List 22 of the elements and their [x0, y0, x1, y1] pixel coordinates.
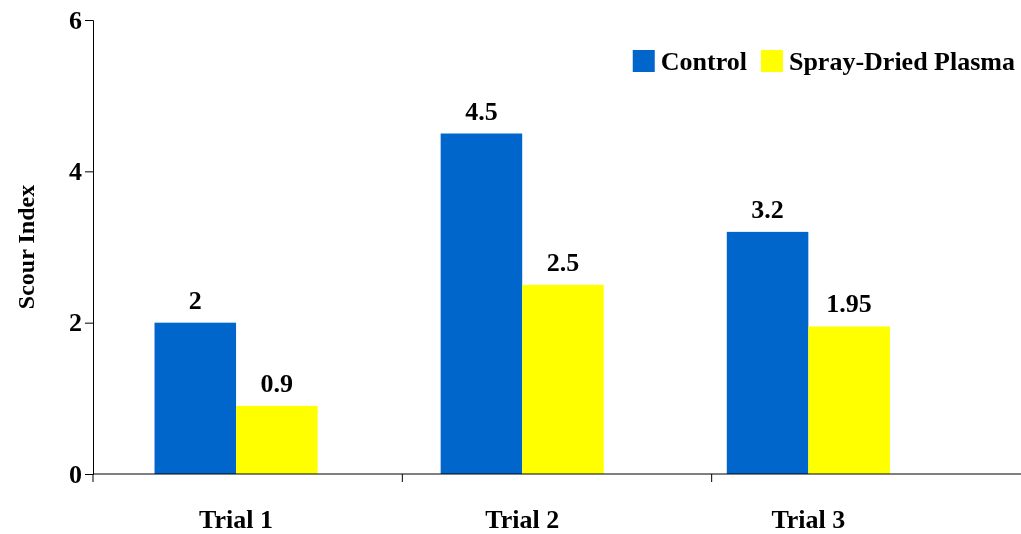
legend-label: Control: [660, 47, 747, 76]
bar: [236, 405, 318, 474]
x-tick-label: Trial 2: [485, 505, 560, 534]
bar: [726, 231, 809, 474]
data-label: 2: [188, 285, 202, 315]
y-tick-label: 6: [69, 5, 82, 35]
data-label: 1.95: [826, 289, 872, 319]
bar: [440, 133, 523, 474]
data-label: 2.5: [546, 247, 580, 277]
x-tick-label: Trial 3: [771, 505, 846, 534]
bar: [154, 322, 237, 474]
y-tick-label: 0: [69, 459, 82, 489]
data-label: 4.5: [465, 96, 498, 126]
legend-label: Spray-Dried Plasma: [788, 47, 1015, 76]
x-tick-label: Trial 1: [199, 505, 274, 534]
y-tick-label: 4: [69, 157, 82, 187]
y-tick-label: 2: [69, 308, 82, 338]
data-label: 3.2: [751, 194, 784, 224]
bar: [808, 326, 890, 474]
bar: [522, 284, 604, 474]
data-label: 0.9: [260, 368, 294, 398]
y-axis-title: Scour Index: [13, 184, 39, 310]
